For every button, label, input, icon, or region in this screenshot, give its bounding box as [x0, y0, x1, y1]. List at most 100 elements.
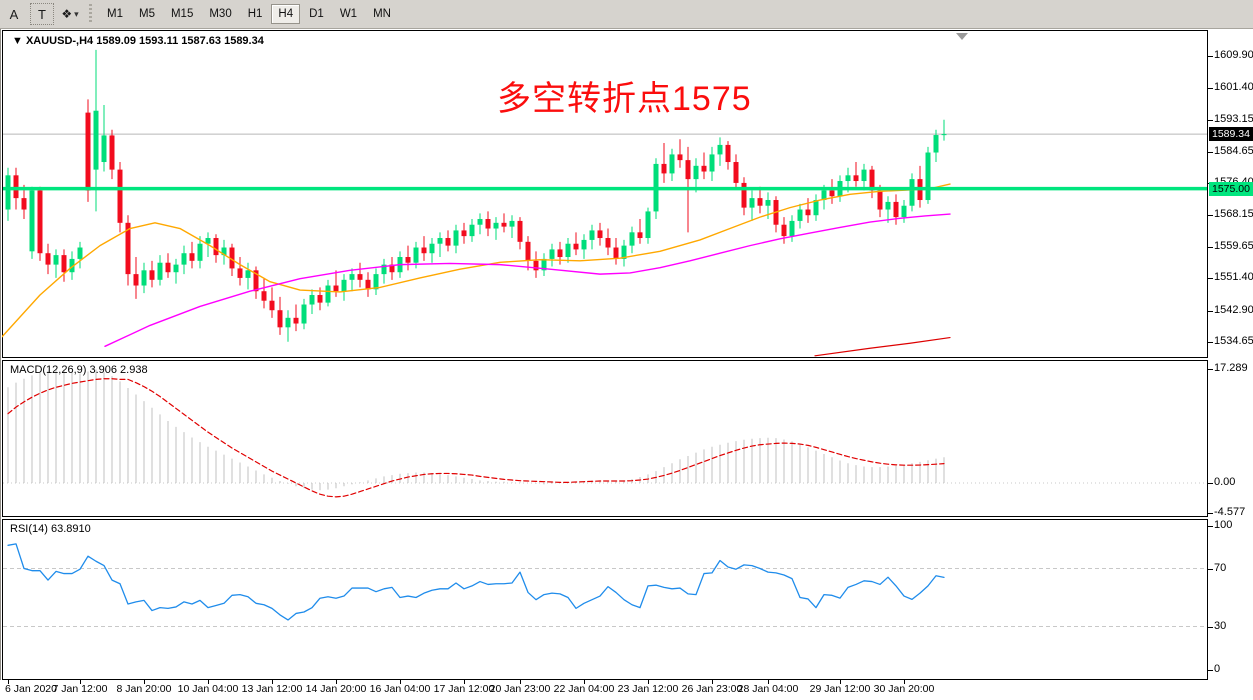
cursor-tool-button[interactable]: ❖ ▾	[58, 3, 82, 25]
price-axis-label: 1601.40	[1214, 81, 1253, 93]
macd-axis-label: 0.00	[1214, 476, 1236, 488]
rsi-line	[7, 543, 945, 621]
ma-red-line	[814, 336, 951, 357]
time-tick	[464, 680, 465, 684]
ma-orange-line	[2, 183, 951, 338]
time-tick	[208, 680, 209, 684]
text-box-tool-button[interactable]: T	[30, 3, 54, 25]
time-axis-label: 14 Jan 20:00	[305, 683, 367, 695]
axis-tick	[1208, 342, 1213, 343]
time-axis-label: 10 Jan 04:00	[177, 683, 239, 695]
timeframe-button-mn[interactable]: MN	[373, 8, 391, 20]
time-tick	[904, 680, 905, 684]
time-axis-label: 20 Jan 23:00	[489, 683, 551, 695]
price-chart-panel[interactable]	[2, 30, 1208, 358]
rsi-indicator-label: RSI(14) 63.8910	[10, 523, 91, 535]
axis-tick	[1208, 627, 1213, 628]
rsi-canvas[interactable]	[2, 519, 1208, 680]
timeframe-button-h4[interactable]: H4	[271, 4, 301, 24]
chart-shift-marker	[956, 33, 968, 40]
axis-tick	[1208, 483, 1213, 484]
axis-tick	[1208, 120, 1213, 121]
price-axis-label: 1568.15	[1214, 208, 1253, 220]
chevron-down-icon: ▾	[74, 8, 79, 19]
price-axis-label: 1559.65	[1214, 240, 1253, 252]
time-axis-label: 16 Jan 04:00	[369, 683, 431, 695]
annotation-text: 多空转折点1575	[497, 80, 752, 118]
time-axis-label: 28 Jan 04:00	[737, 683, 799, 695]
hline-price-flag[interactable]: 1575.00	[1209, 182, 1253, 196]
time-axis-label: 26 Jan 23:00	[681, 683, 743, 695]
timeframe-button-m1[interactable]: M1	[107, 8, 123, 20]
time-tick	[8, 680, 9, 684]
rsi-axis-label: 70	[1214, 562, 1227, 574]
time-axis-label: 17 Jan 12:00	[433, 683, 495, 695]
timeframe-button-w1[interactable]: W1	[339, 8, 358, 20]
time-axis-label: 30 Jan 20:00	[873, 683, 935, 695]
axis-tick	[1208, 152, 1213, 153]
macd-axis-label: -4.577	[1214, 506, 1246, 518]
text-label-tool-button[interactable]: A	[9, 6, 19, 22]
axis-tick	[1208, 311, 1213, 312]
rsi-axis-label: 100	[1214, 519, 1233, 531]
axis-tick	[1208, 56, 1213, 57]
time-axis-label: 7 Jan 12:00	[52, 683, 108, 695]
chart-header-ohlc: ▼ XAUUSD-,H4 1589.09 1593.11 1587.63 158…	[12, 35, 264, 47]
price-axis-label: 1534.65	[1214, 335, 1253, 347]
time-axis-label: 22 Jan 04:00	[553, 683, 615, 695]
price-axis-label: 1551.40	[1214, 271, 1253, 283]
rsi-panel[interactable]	[2, 519, 1208, 680]
rsi-axis-label: 0	[1214, 663, 1221, 675]
axis-tick	[1208, 278, 1213, 279]
candles-group	[5, 49, 947, 342]
time-tick	[272, 680, 273, 684]
time-tick	[584, 680, 585, 684]
current-price-flag: 1589.34	[1209, 127, 1253, 141]
price-axis-label: 1584.65	[1214, 145, 1253, 157]
macd-signal-line	[7, 378, 945, 498]
toolbar: A T ❖ ▾ M1 M5 M15 M30 H1 H4 D1 W1 MN	[0, 0, 1253, 29]
price-chart-canvas[interactable]	[2, 30, 1208, 358]
timeframe-button-m5[interactable]: M5	[138, 8, 155, 20]
time-tick	[712, 680, 713, 684]
timeframe-toolbar: M1 M5 M15 M30 H1 H4 D1 W1 MN	[99, 4, 399, 24]
macd-indicator-label: MACD(12,26,9) 3.906 2.938	[10, 364, 148, 376]
axis-tick	[1208, 513, 1213, 514]
price-axis-label: 1609.90	[1214, 49, 1253, 61]
macd-histogram	[7, 368, 945, 491]
time-tick	[840, 680, 841, 684]
time-tick	[768, 680, 769, 684]
window-left-border	[0, 29, 1, 700]
timeframe-button-d1[interactable]: D1	[309, 8, 324, 20]
axis-tick	[1208, 88, 1213, 89]
time-tick	[400, 680, 401, 684]
time-tick	[144, 680, 145, 684]
axis-tick	[1208, 526, 1213, 527]
axis-tick	[1208, 369, 1213, 370]
time-tick	[336, 680, 337, 684]
macd-axis-label: 17.289	[1214, 362, 1248, 374]
time-axis-label: 6 Jan 2020	[5, 683, 57, 695]
axis-tick	[1208, 215, 1213, 216]
time-tick	[648, 680, 649, 684]
axis-tick	[1208, 569, 1213, 570]
time-tick	[520, 680, 521, 684]
toolbar-grip[interactable]	[89, 4, 92, 24]
timeframe-button-h1[interactable]: H1	[247, 8, 263, 20]
time-axis-label: 13 Jan 12:00	[241, 683, 303, 695]
axis-tick	[1208, 247, 1213, 248]
time-axis-label: 29 Jan 12:00	[809, 683, 871, 695]
time-axis[interactable]: 6 Jan 2020 7 Jan 12:00 8 Jan 20:00 10 Jan 0…	[0, 680, 1253, 700]
axis-tick	[1208, 670, 1213, 671]
timeframe-button-m30[interactable]: M30	[209, 8, 232, 20]
macd-panel[interactable]	[2, 360, 1208, 517]
macd-canvas[interactable]	[2, 360, 1208, 517]
timeframe-button-m15[interactable]: M15	[170, 8, 194, 20]
cursor-tool-icon: ❖	[61, 7, 73, 21]
rsi-axis-label: 30	[1214, 620, 1227, 632]
time-tick	[80, 680, 81, 684]
ma-magenta-line	[104, 213, 951, 348]
time-axis-label: 8 Jan 20:00	[116, 683, 172, 695]
price-axis-label: 1593.15	[1214, 113, 1253, 125]
